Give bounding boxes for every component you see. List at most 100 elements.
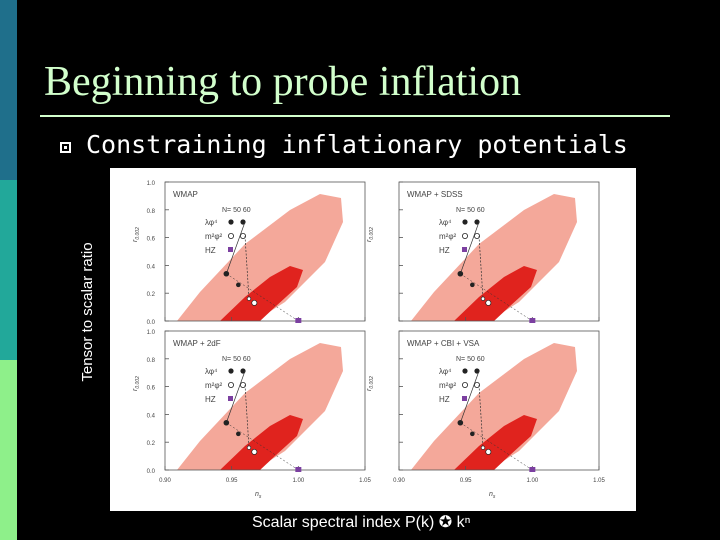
x-tick-label: 0.95 (226, 478, 238, 484)
x-tick-label: 1.00 (526, 478, 538, 484)
y-axis-title: r0.002 (132, 376, 141, 391)
point-lambda-phi4 (470, 431, 475, 437)
chart-panel-4: 0.90 0.95 1.00 1.05 r0.002 ns WMAP + CBI + VSA… (366, 330, 605, 500)
panel-title: WMAP (173, 190, 198, 199)
y-tick-label: 1.0 (147, 181, 156, 187)
legend-label: HZ (205, 395, 216, 404)
point-hz (295, 467, 302, 472)
y-axis-title: r0.002 (366, 227, 375, 242)
panel-frame (164, 181, 366, 322)
point-m2-phi2 (480, 296, 486, 301)
legend-marker (473, 381, 480, 388)
point-m2-phi2 (485, 448, 492, 455)
y-tick-label: 0.4 (147, 413, 156, 419)
legend-label: m²φ² (205, 381, 223, 390)
legend-marker (228, 247, 233, 252)
legend-marker (462, 247, 467, 252)
y-axis-label: Tensor to scalar ratio (79, 242, 96, 382)
y-tick-label: 0.8 (147, 209, 156, 215)
point-m2-phi2 (246, 445, 252, 450)
point-m2-phi2 (480, 445, 486, 450)
square-bullet-icon (60, 142, 71, 153)
y-tick-label: 0.2 (147, 292, 156, 298)
legend-marker (473, 233, 480, 240)
legend-marker (239, 233, 246, 240)
legend-label: λφ⁴ (205, 218, 218, 227)
legend-n-header: N= 50 60 (456, 207, 485, 214)
contour-95-region (411, 194, 577, 321)
legend-label: m²φ² (439, 381, 457, 390)
accent-bar-bottom (0, 360, 17, 540)
legend-marker (461, 381, 468, 388)
legend-marker (228, 368, 234, 374)
point-lambda-phi4 (223, 419, 230, 426)
panel-title: WMAP + SDSS (407, 190, 463, 199)
y-axis-title: r0.002 (366, 376, 375, 391)
contour-68-region (220, 266, 303, 321)
point-lambda-phi4 (457, 270, 464, 277)
point-m2-phi2 (485, 299, 492, 306)
contour-95-region (177, 194, 343, 321)
legend-n-header: N= 50 60 (222, 356, 251, 363)
legend-label: m²φ² (205, 232, 223, 241)
panel-frame (164, 330, 366, 471)
point-m2-phi2 (246, 296, 252, 301)
leader-line (226, 221, 246, 274)
point-hz (529, 467, 536, 472)
leader-line (460, 221, 480, 274)
x-axis-title: ns (255, 491, 262, 500)
panel-title: WMAP + CBI + VSA (407, 339, 480, 348)
legend-label: HZ (205, 246, 216, 255)
point-lambda-phi4 (470, 282, 475, 288)
legend-marker (462, 396, 467, 401)
contour-68-region (454, 266, 537, 321)
x-tick-label: 1.05 (593, 478, 605, 484)
point-m2-phi2 (251, 299, 258, 306)
x-tick-label: 0.90 (159, 478, 171, 484)
constraint-figure: 0.0 0.2 0.4 0.6 0.8 1.0 r0.002 WMAP N= 50 60 λφ⁴ m… (110, 168, 636, 511)
legend-marker (462, 219, 468, 225)
y-axis-title: r0.002 (132, 227, 141, 242)
y-tick-label: 0.6 (147, 386, 156, 392)
leader-line (226, 370, 246, 423)
legend-label: λφ⁴ (439, 367, 452, 376)
panel-frame (398, 330, 600, 471)
contour-95-region (177, 343, 343, 470)
legend-marker (461, 233, 468, 240)
x-axis-label: Scalar spectral index P(k) ✪ kⁿ (252, 514, 471, 531)
chart-panel-2: r0.002 WMAP + SDSS N= 50 60 λφ⁴ m²φ² HZ (366, 181, 600, 323)
legend-marker (462, 368, 468, 374)
legend-marker (228, 381, 235, 388)
point-lambda-phi4 (236, 282, 241, 288)
y-tick-label: 0.8 (147, 358, 156, 364)
legend-marker (228, 396, 233, 401)
y-tick-label: 0.0 (147, 469, 156, 475)
contour-95-region (411, 343, 577, 470)
contour-68-region (454, 415, 537, 470)
legend-label: λφ⁴ (205, 367, 218, 376)
panel-title: WMAP + 2dF (173, 339, 221, 348)
point-lambda-phi4 (223, 270, 230, 277)
x-axis-title: ns (489, 491, 496, 500)
y-tick-label: 1.0 (147, 330, 156, 336)
x-tick-label: 1.05 (359, 478, 371, 484)
chart-panel-3: 0.0 0.2 0.4 0.6 0.8 1.0 0.90 0.95 1.00 1.05 r0.002… (132, 330, 371, 500)
y-tick-label: 0.0 (147, 320, 156, 326)
accent-bar-top (0, 0, 17, 180)
legend-n-header: N= 50 60 (222, 207, 251, 214)
legend-label: m²φ² (439, 232, 457, 241)
legend-marker (228, 233, 235, 240)
slide-title: Beginning to probe inflation (44, 59, 522, 105)
y-tick-label: 0.4 (147, 264, 156, 270)
legend-marker (239, 381, 246, 388)
legend-label: HZ (439, 246, 450, 255)
panel-frame (398, 181, 600, 322)
chart-panel-1: 0.0 0.2 0.4 0.6 0.8 1.0 r0.002 WMAP N= 50 60 λφ⁴ m… (132, 181, 366, 326)
accent-bar-middle (0, 180, 17, 360)
x-tick-label: 0.90 (393, 478, 405, 484)
point-lambda-phi4 (457, 419, 464, 426)
y-tick-label: 0.2 (147, 441, 156, 447)
point-hz (529, 318, 536, 323)
y-tick-label: 0.6 (147, 237, 156, 243)
legend-marker (228, 219, 234, 225)
